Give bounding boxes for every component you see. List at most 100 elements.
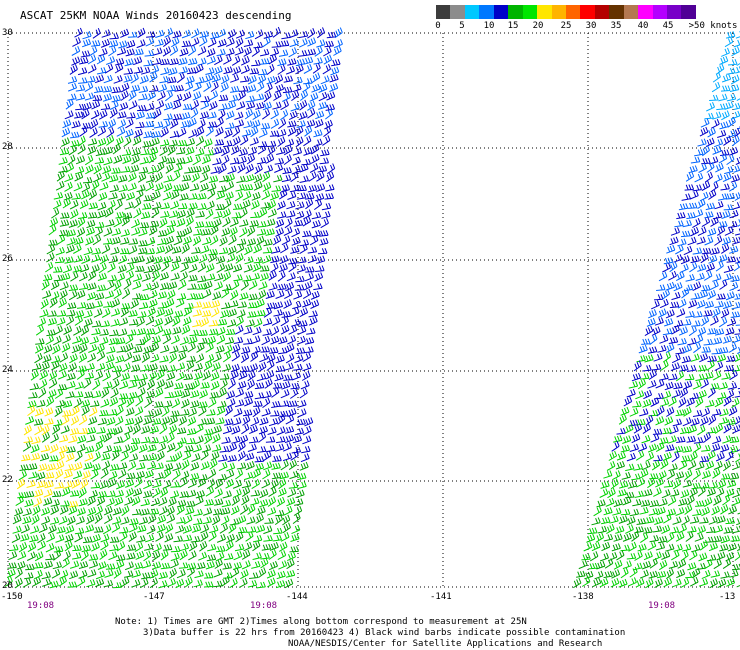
wind-barb [116, 127, 126, 137]
wind-barb [68, 362, 78, 373]
wind-barb [237, 526, 248, 534]
wind-barb [280, 316, 289, 327]
wind-barb [669, 261, 678, 273]
wind-barb [313, 57, 323, 65]
wind-barb [172, 462, 182, 472]
wind-barb [170, 334, 180, 345]
wind-barb [243, 338, 253, 345]
wind-barb [183, 373, 194, 381]
wind-barb [732, 424, 740, 434]
wind-barb [287, 191, 297, 200]
wind-barb [59, 289, 68, 300]
wind-barb [32, 576, 42, 587]
wind-barb [707, 127, 716, 138]
wind-barb [699, 353, 709, 363]
wind-barb [686, 212, 696, 220]
wind-barb [179, 477, 188, 488]
wind-barb [277, 550, 287, 561]
wind-barb [233, 274, 243, 282]
wind-barb [662, 390, 672, 400]
wind-barb [138, 240, 148, 247]
wind-barb [104, 290, 115, 299]
wind-barb [234, 46, 244, 56]
wind-barb [256, 506, 266, 515]
wind-barb [145, 390, 156, 399]
wind-barb [179, 543, 190, 552]
wind-barb [61, 342, 71, 353]
wind-barb [79, 125, 88, 137]
wind-barb [619, 480, 629, 489]
wind-barb [732, 364, 740, 372]
wind-barb [636, 418, 646, 426]
wind-barb [172, 469, 181, 481]
wind-barb [142, 490, 153, 499]
wind-barb [251, 561, 261, 569]
scale-label: 25 [560, 21, 572, 31]
wind-barb [704, 536, 714, 543]
wind-barb [217, 318, 228, 326]
wind-barb [714, 235, 723, 246]
wind-barb [187, 416, 197, 427]
wind-barb [54, 388, 64, 399]
wind-barb [231, 55, 241, 66]
wind-barb [692, 509, 702, 516]
wind-barb [267, 507, 277, 516]
wind-barb [289, 470, 299, 480]
wind-barb [243, 541, 253, 552]
wind-barb [240, 569, 249, 580]
wind-barb [96, 496, 106, 507]
wind-barb [714, 423, 724, 434]
wind-barb [91, 328, 101, 336]
wind-barb [203, 360, 213, 371]
wind-barb [715, 452, 725, 462]
wind-barb [33, 418, 44, 426]
wind-barb [266, 445, 276, 453]
wind-barb [99, 336, 109, 346]
wind-barb [649, 473, 659, 480]
wind-barb [100, 533, 110, 543]
wind-barb [265, 370, 275, 380]
wind-barb [163, 36, 171, 47]
wind-barb [281, 311, 291, 318]
wind-barb [234, 119, 245, 128]
wind-barb [253, 244, 262, 254]
wind-barb [271, 462, 281, 470]
wind-barb [673, 543, 683, 552]
wind-barb [704, 236, 714, 246]
wind-barb [86, 426, 97, 435]
wind-barb [50, 433, 59, 444]
wind-barb [172, 170, 181, 182]
wind-barb [180, 182, 190, 192]
wind-barb [254, 456, 265, 463]
wind-barb [258, 567, 267, 579]
wind-barb [84, 92, 95, 101]
wind-barb [660, 459, 669, 470]
scale-swatch [450, 5, 465, 19]
wind-barb [20, 533, 30, 542]
wind-barb [72, 335, 82, 344]
wind-barb [49, 517, 60, 525]
wind-barbs [4, 26, 740, 589]
wind-barb [112, 365, 123, 373]
wind-barb [644, 354, 654, 363]
wind-barb [267, 577, 276, 588]
wind-barb [727, 382, 738, 390]
wind-barb [717, 129, 727, 138]
wind-barb [728, 505, 738, 515]
wind-barb [170, 272, 180, 281]
wind-barb [215, 203, 226, 211]
wind-barb [99, 480, 109, 490]
wind-barb [697, 425, 706, 436]
wind-barb [689, 550, 698, 561]
wind-barb [216, 533, 226, 543]
wind-barb [653, 294, 664, 301]
wind-barb [65, 244, 75, 254]
wind-barb [734, 550, 740, 561]
wind-barb [633, 562, 643, 571]
wind-barb [182, 316, 192, 326]
wind-barb [131, 496, 141, 507]
wind-barb [110, 308, 121, 317]
wind-barb [240, 352, 250, 364]
wind-barb [247, 225, 256, 237]
wind-barb [208, 328, 219, 336]
